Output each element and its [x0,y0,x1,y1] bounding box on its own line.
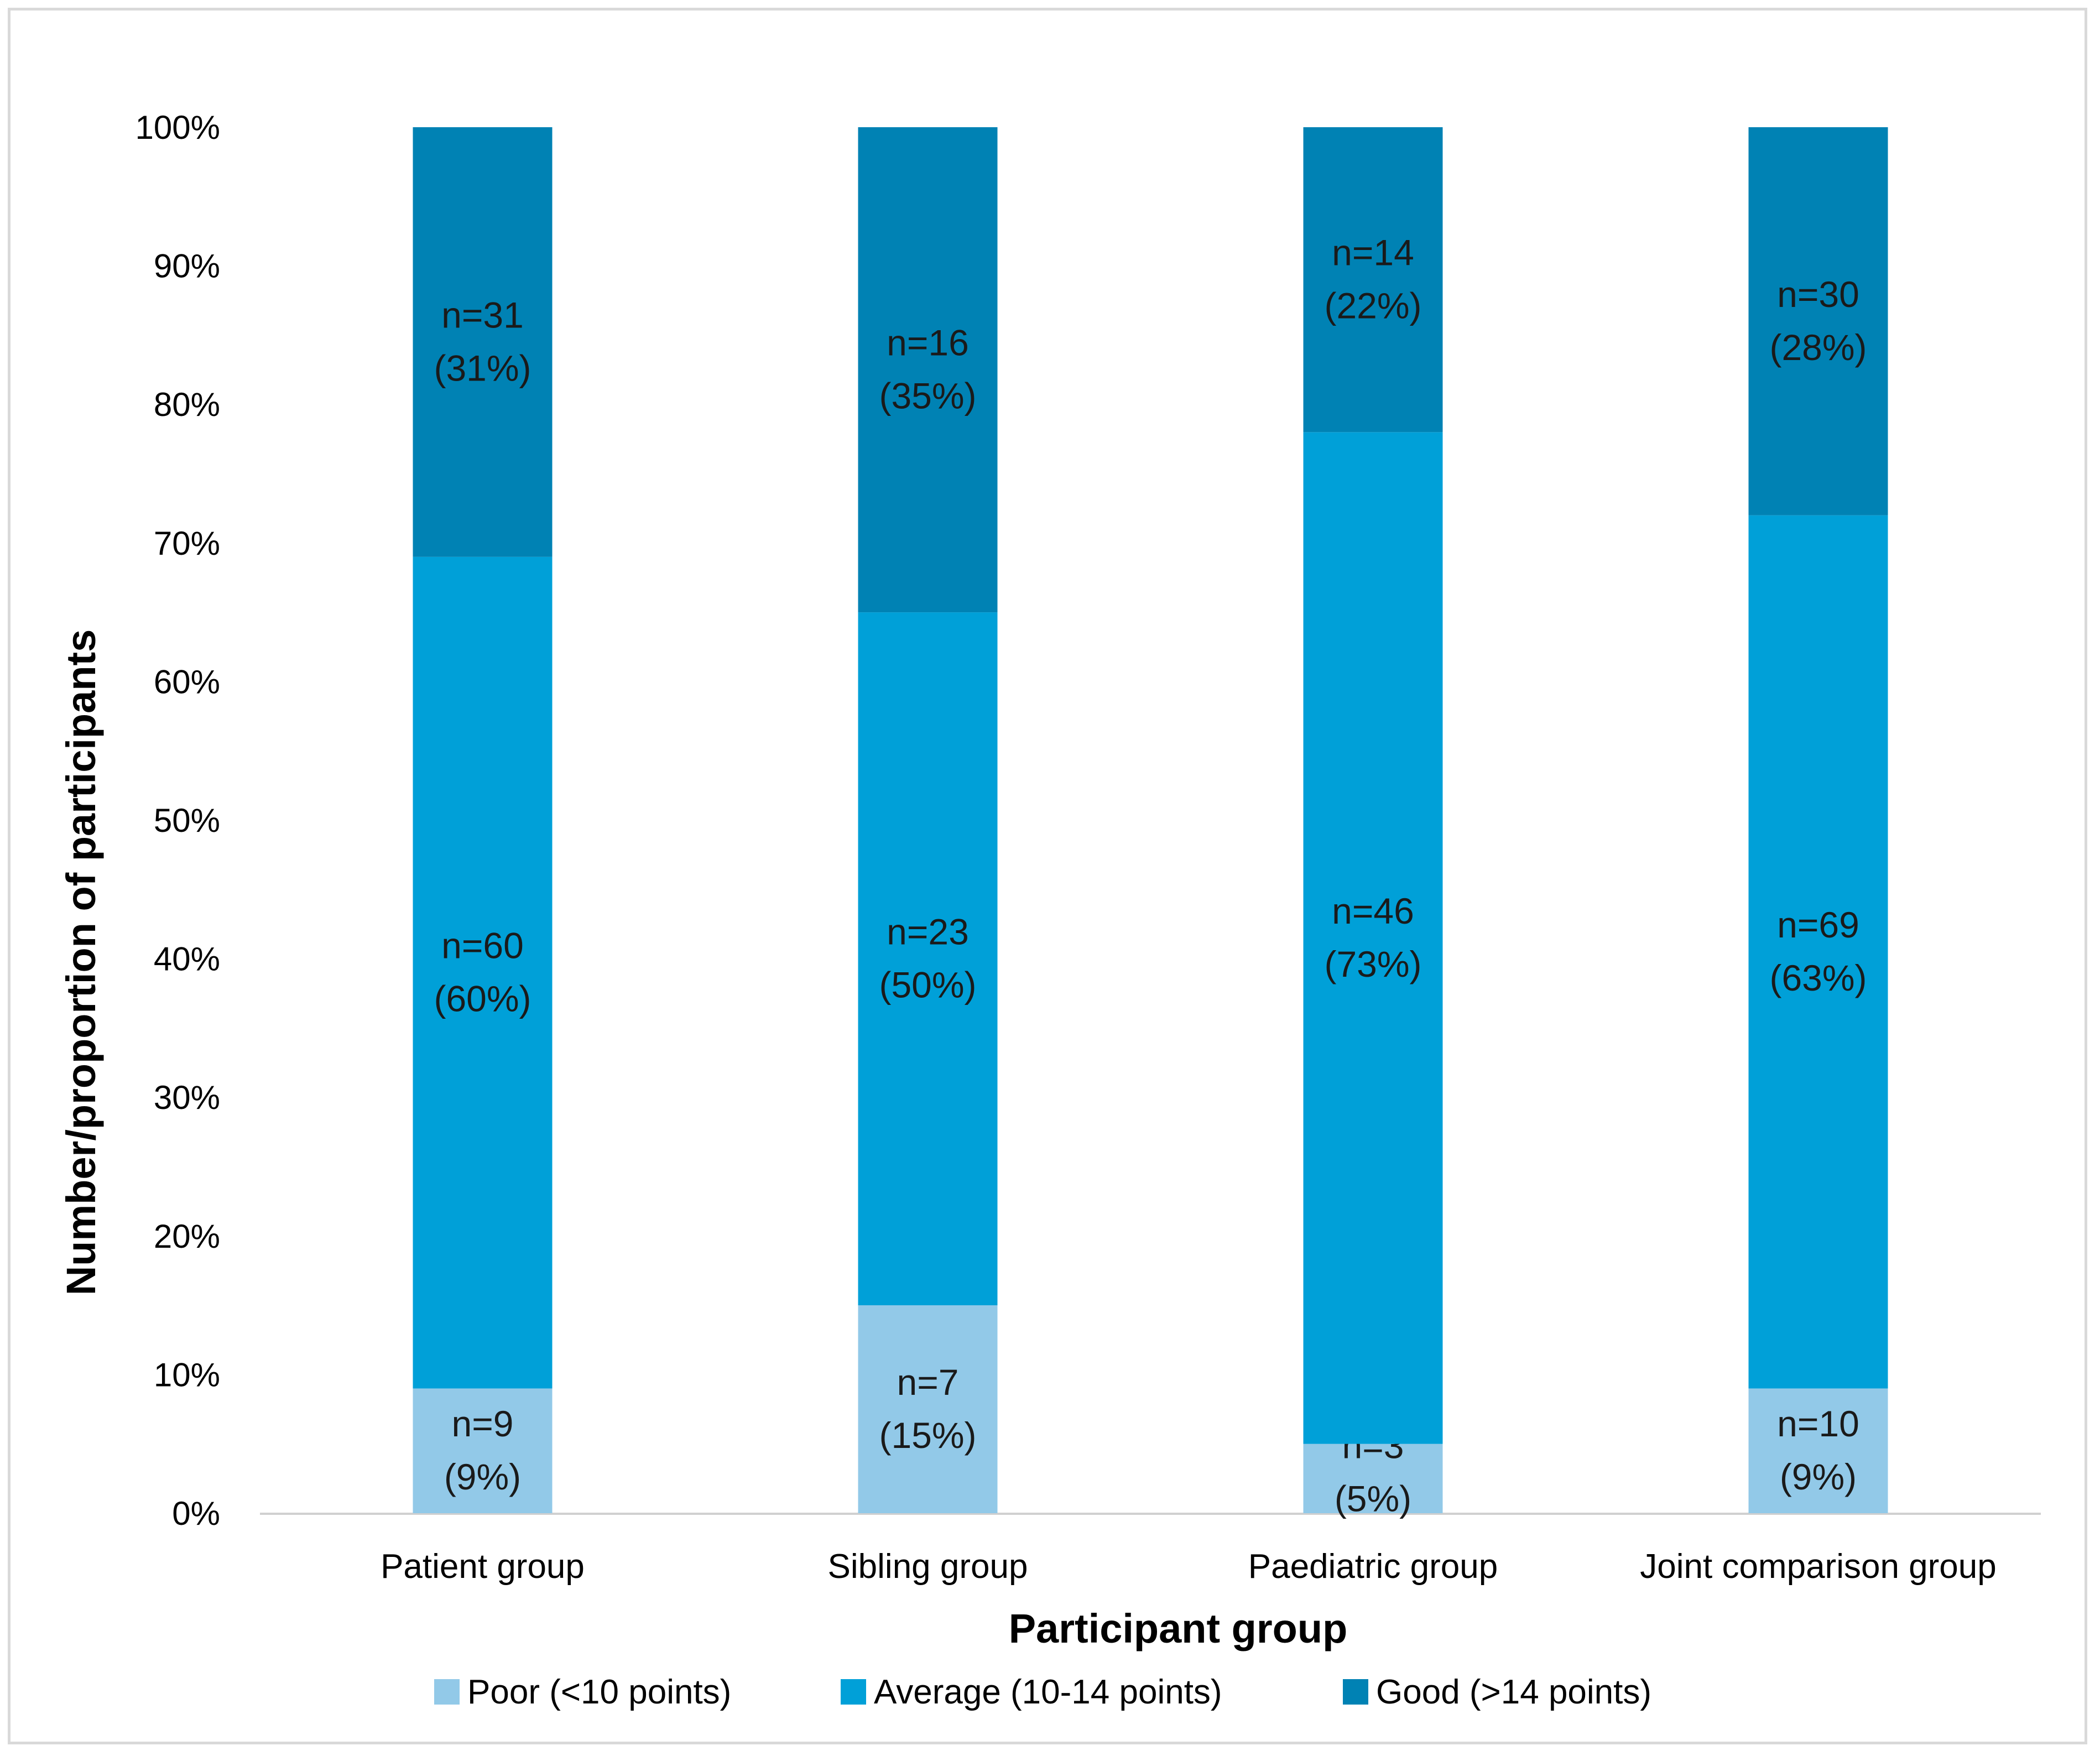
bar-segment [413,1388,553,1513]
data-label-count: n=10 [1777,1403,1859,1444]
data-label-percent: (73%) [1324,944,1421,984]
y-tick-label: 20% [154,1218,220,1255]
legend-entry-label: Poor (<10 points) [467,1673,731,1711]
y-tick-label: 0% [172,1495,220,1532]
legend-entry-label: Average (10-14 points) [874,1673,1222,1711]
bar-segment [1303,432,1443,1444]
x-tick-label: Joint comparison group [1640,1547,1996,1586]
data-label-percent: (28%) [1769,327,1867,368]
bar-segment [858,612,998,1306]
data-label-percent: (31%) [434,347,531,388]
bar-segment [1748,515,1888,1389]
y-tick-label: 80% [154,386,220,423]
data-label-count: n=69 [1777,904,1859,945]
bar-segment [858,1305,998,1513]
legend-swatch [434,1679,460,1705]
legend-swatch [1343,1679,1368,1705]
data-label-count: n=14 [1332,232,1414,273]
y-tick-label: 40% [154,941,220,978]
x-tick-label: Paediatric group [1248,1547,1498,1586]
data-label-count: n=46 [1332,890,1414,931]
data-label-percent: (50%) [879,965,976,1005]
data-label-percent: (35%) [879,376,976,416]
y-tick-label: 10% [154,1356,220,1393]
data-label-count: n=16 [887,322,969,363]
data-label-count: n=31 [441,294,524,335]
data-label-percent: (9%) [444,1456,521,1497]
y-axis-title: Number/proportion of participants [58,629,104,1296]
bar-segment [413,556,553,1389]
bar-segment [1748,1388,1888,1513]
y-tick-label: 30% [154,1079,220,1116]
y-tick-label: 100% [136,109,220,146]
data-label-percent: (9%) [1780,1456,1857,1497]
legend-swatch [841,1679,866,1705]
data-label-percent: (63%) [1769,957,1867,998]
y-tick-label: 70% [154,525,220,562]
bar-segment [858,127,998,613]
data-label-count: n=60 [441,925,524,966]
bar-segment [1748,127,1888,515]
y-tick-label: 50% [154,802,220,839]
bar-segment [1303,127,1443,433]
data-label-percent: (5%) [1335,1478,1411,1519]
data-label-count: n=7 [897,1362,959,1403]
data-label-percent: (15%) [879,1415,976,1456]
data-label-count: n=30 [1777,274,1859,315]
x-tick-label: Sibling group [828,1547,1028,1586]
data-label-count: n=9 [452,1403,514,1444]
bar-segment [413,127,553,557]
x-tick-label: Patient group [381,1547,585,1586]
data-label-percent: (60%) [434,978,531,1019]
data-label-percent: (22%) [1324,285,1421,326]
chart-frame [8,8,2087,1744]
data-label-count: n=23 [887,911,969,952]
legend-entry-label: Good (>14 points) [1376,1673,1651,1711]
y-tick-label: 60% [154,663,220,700]
bar-segment [1303,1444,1443,1513]
x-axis-title: Participant group [1009,1606,1348,1651]
y-tick-label: 90% [154,248,220,285]
